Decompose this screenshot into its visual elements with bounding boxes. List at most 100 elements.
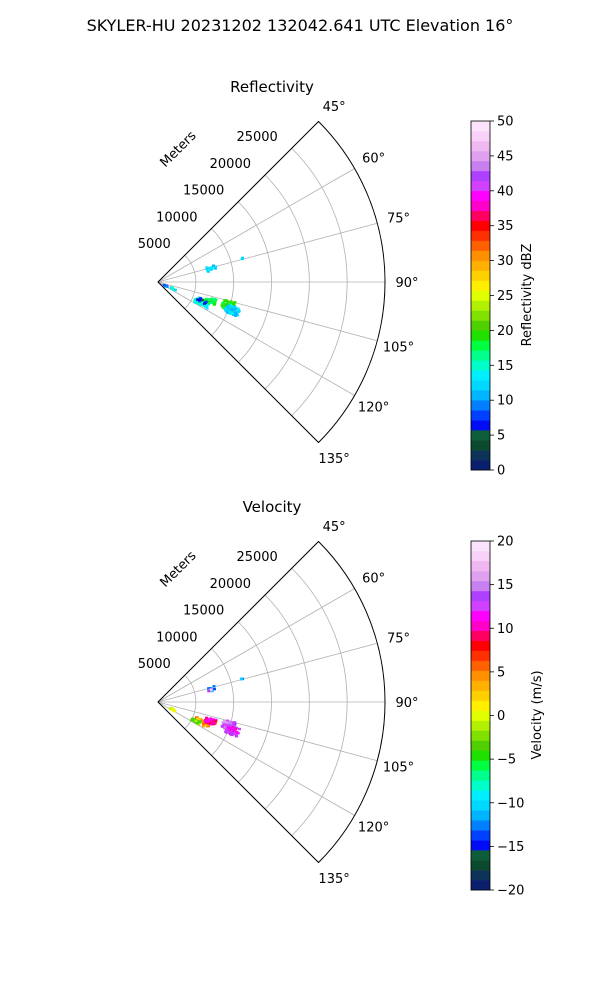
velocity-colorbar-segment bbox=[471, 690, 490, 701]
velocity-echo-gate bbox=[207, 687, 211, 690]
reflectivity-colorbar-segment bbox=[471, 230, 490, 241]
velocity-echo-gate bbox=[229, 726, 232, 729]
reflectivity-colorbar-segment bbox=[471, 250, 490, 261]
reflectivity-echo-gate bbox=[198, 298, 202, 301]
velocity-echo-gate bbox=[239, 678, 243, 681]
velocity-colorbar-segment bbox=[471, 610, 490, 622]
velocity-colorbar-segment bbox=[471, 820, 490, 831]
reflectivity-echo-gate bbox=[205, 267, 209, 271]
velocity-echo-gate bbox=[209, 723, 213, 726]
velocity-echo-gate bbox=[170, 708, 174, 711]
reflectivity-colorbar-tick-label: 10 bbox=[497, 394, 514, 409]
reflectivity-colorbar-label: Reflectivity dBZ bbox=[520, 244, 535, 347]
velocity-colorbar-segment bbox=[471, 730, 490, 741]
velocity-echo-gate bbox=[225, 721, 228, 724]
reflectivity-echo-gate bbox=[165, 285, 169, 288]
velocity-colorbar-segment bbox=[471, 780, 490, 791]
reflectivity-echo-gate bbox=[226, 303, 230, 307]
reflectivity-echo-gate bbox=[198, 301, 202, 304]
velocity-r-tick-label: 25000 bbox=[236, 550, 277, 565]
reflectivity-echo-gate bbox=[210, 266, 214, 269]
velocity-echo-gate bbox=[233, 722, 237, 725]
velocity-echo-gate bbox=[231, 728, 235, 731]
velocity-echo-gate bbox=[207, 723, 211, 727]
velocity-echo-gate bbox=[199, 718, 203, 722]
velocity-colorbar-tick-label: 15 bbox=[497, 578, 514, 593]
velocity-echo-gate bbox=[229, 730, 233, 734]
velocity-echo-gate bbox=[209, 717, 213, 720]
reflectivity-colorbar-segment bbox=[471, 300, 490, 311]
reflectivity-echo-gate bbox=[198, 302, 202, 306]
reflectivity-echo-gate bbox=[203, 302, 206, 305]
velocity-colorbar-segment bbox=[471, 630, 490, 642]
velocity-colorbar-segment bbox=[471, 830, 490, 841]
velocity-echo-gate bbox=[196, 717, 200, 720]
velocity-colorbar-segment bbox=[471, 660, 490, 671]
velocity-echo-gate bbox=[226, 724, 230, 727]
velocity-colorbar-segment bbox=[471, 650, 490, 661]
reflectivity-echo-gate bbox=[201, 298, 205, 302]
reflectivity-colorbar-tick-label: 25 bbox=[497, 289, 514, 304]
reflectivity-echo-gate bbox=[240, 257, 244, 260]
reflectivity-colorbar-tick-label: 50 bbox=[497, 115, 514, 130]
reflectivity-echo-gate bbox=[193, 301, 197, 304]
velocity-colorbar-segment bbox=[471, 620, 490, 632]
reflectivity-colorbar-segment bbox=[471, 140, 490, 152]
velocity-colorbar-tick-label: −20 bbox=[497, 884, 524, 899]
velocity-echo-gate bbox=[206, 718, 210, 722]
velocity-echo-gate bbox=[211, 718, 215, 721]
reflectivity-colorbar-segment bbox=[471, 440, 490, 451]
reflectivity-colorbar-segment bbox=[471, 170, 490, 182]
velocity-colorbar-segment bbox=[471, 541, 490, 552]
velocity-radial-label: Meters bbox=[158, 548, 200, 590]
reflectivity-echo-gate bbox=[229, 300, 233, 303]
velocity-echo-gate bbox=[221, 720, 225, 724]
velocity-colorbar-segment bbox=[471, 700, 490, 711]
velocity-colorbar-segment bbox=[471, 840, 490, 851]
reflectivity-echo-gate bbox=[209, 268, 213, 271]
velocity-colorbar-tick-label: −15 bbox=[497, 840, 524, 855]
reflectivity-colorbar-segment bbox=[471, 290, 490, 301]
reflectivity-echo-gate bbox=[221, 302, 225, 305]
reflectivity-colorbar-tick-label: 35 bbox=[497, 219, 514, 234]
velocity-echo-gate bbox=[231, 721, 235, 724]
velocity-colorbar-tick-label: 10 bbox=[497, 622, 514, 637]
velocity-echo-gate bbox=[226, 726, 230, 729]
reflectivity-azimuth-line bbox=[157, 168, 355, 283]
reflectivity-echo-gate bbox=[236, 307, 240, 311]
velocity-colorbar-segment bbox=[471, 870, 490, 881]
reflectivity-azimuth-line bbox=[157, 222, 378, 283]
reflectivity-sector-frame bbox=[157, 120, 386, 444]
velocity-r-tick-label: 5000 bbox=[138, 657, 171, 672]
velocity-echo-gate bbox=[204, 718, 208, 721]
reflectivity-colorbar-segment bbox=[471, 180, 490, 192]
reflectivity-colorbar-segment bbox=[471, 310, 490, 321]
reflectivity-echo-gate bbox=[232, 303, 236, 306]
reflectivity-echo-gate bbox=[228, 312, 232, 315]
reflectivity-colorbar-tick-label: 5 bbox=[497, 429, 505, 444]
velocity-echo-gate bbox=[212, 722, 216, 726]
reflectivity-grid bbox=[157, 121, 385, 443]
velocity-echo-gate bbox=[229, 727, 233, 731]
reflectivity-echo-gate bbox=[211, 264, 215, 267]
velocity-colorbar-segment bbox=[471, 740, 490, 751]
reflectivity-echo-gate bbox=[224, 309, 228, 312]
reflectivity-echo-gate bbox=[204, 305, 208, 308]
reflectivity-echo-gate bbox=[231, 309, 235, 313]
velocity-echo-gate bbox=[233, 732, 237, 735]
velocity-echo-gate bbox=[235, 731, 239, 734]
reflectivity-echo-gate bbox=[231, 311, 235, 315]
reflectivity-colorbar-tick-label: 40 bbox=[497, 184, 514, 199]
velocity-echo-gate bbox=[198, 720, 202, 723]
velocity-r-tick-label: 10000 bbox=[156, 631, 197, 646]
reflectivity-theta-tick-label: 90° bbox=[395, 276, 418, 291]
reflectivity-colorbar-segment bbox=[471, 360, 490, 371]
reflectivity-echo-gate bbox=[197, 300, 201, 303]
velocity-echo-gate bbox=[228, 724, 232, 727]
velocity-r-tick-label: 15000 bbox=[183, 604, 224, 619]
reflectivity-title: Reflectivity bbox=[230, 78, 314, 96]
velocity-echo-gate bbox=[225, 728, 229, 732]
reflectivity-echo-gate bbox=[233, 305, 237, 309]
reflectivity-colorbar-segment bbox=[471, 380, 490, 391]
reflectivity-echo-gate bbox=[228, 304, 231, 307]
